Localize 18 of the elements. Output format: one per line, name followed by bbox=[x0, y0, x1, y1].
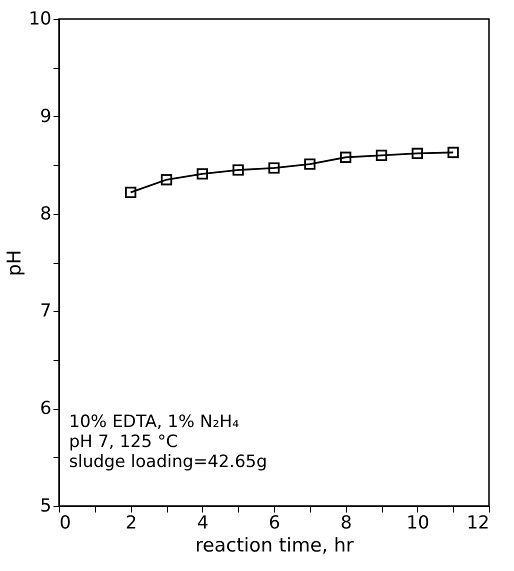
y-tick-label: 6 bbox=[40, 398, 52, 420]
x-tick-label: 10 bbox=[406, 512, 430, 534]
y-tick-label: 5 bbox=[40, 496, 52, 516]
y-tick-label: 8 bbox=[40, 203, 52, 224]
annotation: pH 7, 125 °C bbox=[69, 432, 178, 452]
y-tick-label: 10 bbox=[28, 8, 52, 30]
y-axis-title: pH bbox=[4, 250, 26, 276]
x-tick-label: 12 bbox=[466, 512, 490, 534]
annotation: 10% EDTA, 1% N₂H₄ bbox=[69, 412, 240, 432]
x-tick-label: 4 bbox=[197, 512, 209, 534]
x-tick-label: 6 bbox=[268, 512, 280, 534]
x-tick-label: 0 bbox=[60, 512, 71, 534]
x-tick-label: 8 bbox=[340, 512, 352, 534]
x-axis-title: reaction time, hr bbox=[195, 534, 354, 556]
y-tick-label: 9 bbox=[40, 106, 52, 127]
x-tick-label: 2 bbox=[125, 512, 137, 534]
y-tick-label: 7 bbox=[40, 300, 52, 322]
annotation: sludge loading=42.65g bbox=[69, 452, 268, 472]
